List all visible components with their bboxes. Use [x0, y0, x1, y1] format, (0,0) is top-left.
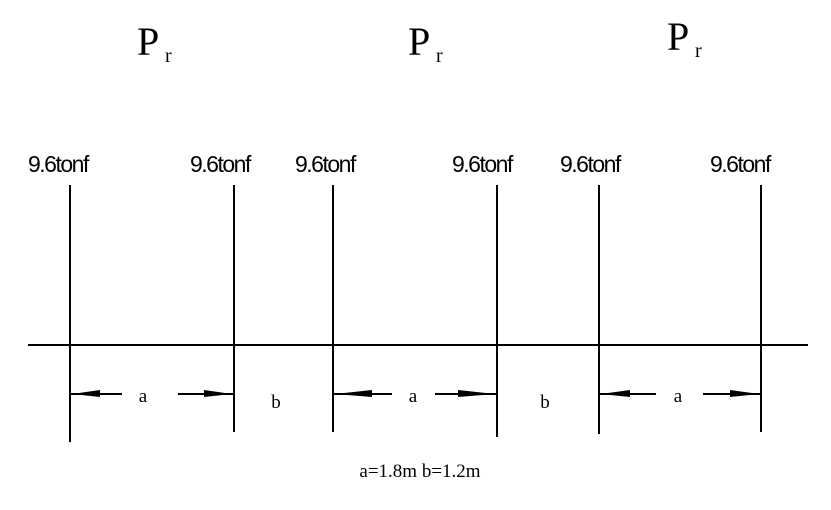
- force-label: 9.6tonf: [28, 151, 90, 177]
- force-label: 9.6tonf: [295, 151, 357, 177]
- dimension-label: a: [674, 386, 683, 407]
- force-label: 9.6tonf: [710, 151, 772, 177]
- caption: a=1.8m b=1.2m: [359, 461, 480, 482]
- dimension-label: b: [271, 392, 281, 413]
- dimension-arrows: [70, 390, 761, 397]
- force-label: 9.6tonf: [452, 151, 514, 177]
- force-label: 9.6tonf: [190, 151, 252, 177]
- load-subscript: r: [165, 45, 172, 67]
- load-label: P: [408, 19, 430, 64]
- dimension-label: a: [139, 386, 148, 407]
- force-label: 9.6tonf: [560, 151, 622, 177]
- dimension-label: b: [540, 392, 550, 413]
- load-label: P: [667, 14, 689, 59]
- load-lines: [69, 185, 762, 442]
- load-subscript: r: [695, 40, 702, 62]
- dimension-label: a: [409, 386, 418, 407]
- load-subscript: r: [436, 45, 443, 67]
- load-label: P: [137, 19, 159, 64]
